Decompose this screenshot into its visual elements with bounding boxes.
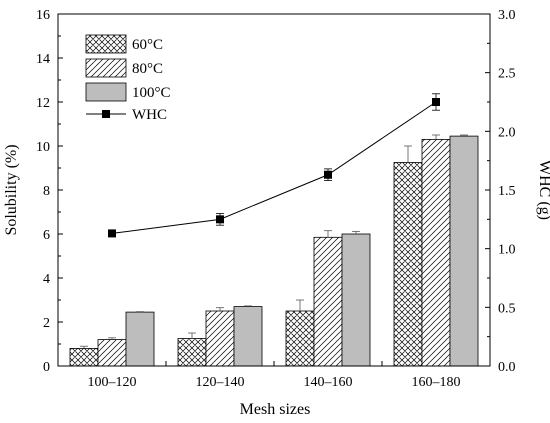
y-tick-label-6: 12 (36, 96, 50, 111)
y2-tick-label-0: 0.0 (498, 360, 516, 375)
bar-solid-gray-0 (125, 311, 155, 367)
y-tick-label-0: 0 (43, 360, 50, 375)
bar-crosshatch-2 (285, 310, 315, 367)
bar-solid-gray-3 (449, 135, 479, 367)
bar-crosshatch-0 (69, 347, 99, 367)
bar-diagonal-3 (421, 138, 451, 367)
legend-swatch-solid-gray (85, 82, 127, 102)
axis-layer: 0 2 4 6 8 10 12 14 16 0.0 0.5 1.0 1.5 2.0 2.5 3.0 100–12… (36, 8, 516, 390)
y-tick-label-7: 14 (36, 52, 50, 67)
legend-swatch-crosshatch (85, 34, 127, 54)
x-tick-label-3: 160–180 (412, 375, 461, 390)
bar-solid-gray-1 (233, 306, 263, 367)
bar-solid-gray-2 (341, 233, 371, 367)
y2-tick-label-1: 0.5 (498, 301, 516, 316)
y2-tick-label-6: 3.0 (498, 8, 516, 23)
y-tick-label-3: 6 (43, 228, 50, 243)
whc-marker-1 (216, 215, 224, 224)
legend-label-solid-gray: 100°C (132, 85, 171, 101)
whc-line (111, 101, 437, 234)
y-tick-label-4: 8 (43, 184, 50, 199)
x-tick-label-2: 140–160 (304, 375, 353, 390)
y2-tick-label-3: 1.5 (498, 184, 516, 199)
bar-diagonal-1 (205, 310, 235, 367)
legend-label-whc: WHC (132, 107, 167, 123)
bar-crosshatch-1 (177, 338, 207, 367)
whc-marker-3 (432, 98, 440, 106)
y-tick-label-2: 4 (43, 272, 50, 287)
whc-marker-2 (324, 170, 332, 179)
legend-swatch-whc-marker (102, 110, 110, 118)
plot-layer (69, 93, 479, 367)
x-axis-title: Mesh sizes (240, 401, 311, 418)
legend: 60°C 80°C 100°C WHC (85, 34, 171, 123)
bar-diagonal-0 (97, 339, 127, 367)
legend-label-crosshatch: 60°C (132, 37, 163, 53)
whc-marker-0 (108, 229, 116, 238)
y2-tick-label-5: 2.5 (498, 67, 516, 82)
legend-label-diagonal: 80°C (132, 61, 163, 77)
y-axis-title: Solubility (%) (3, 144, 20, 235)
y2-tick-label-2: 1.0 (498, 243, 516, 258)
legend-swatch-diagonal (85, 58, 127, 78)
x-tick-label-0: 100–120 (88, 375, 137, 390)
y-tick-label-5: 10 (36, 140, 50, 155)
y-tick-label-1: 2 (43, 316, 50, 331)
bar-crosshatch-3 (393, 162, 423, 367)
x-tick-label-1: 120–140 (196, 375, 245, 390)
y2-tick-label-4: 2.0 (498, 125, 516, 140)
y2-axis-title: WHC (g) (536, 160, 550, 220)
bar-diagonal-2 (313, 236, 343, 367)
y-tick-label-8: 16 (36, 8, 50, 23)
